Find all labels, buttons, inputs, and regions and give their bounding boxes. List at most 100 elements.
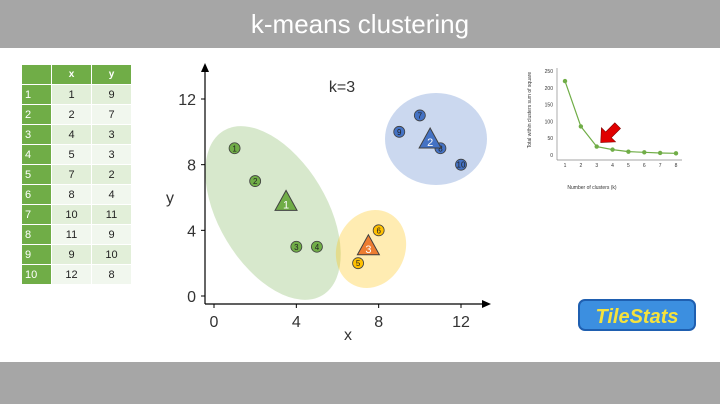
table-header-row: x y: [21, 64, 132, 85]
elbow-y-tick-label: 200: [545, 86, 554, 92]
data-point-label-7: 7: [418, 111, 423, 120]
elbow-line: [564, 80, 677, 154]
scatter-y-axis-label: y: [166, 190, 174, 207]
page-header: k-means clustering: [0, 0, 720, 48]
cluster-ellipses: [205, 93, 487, 300]
data-point-3: [290, 240, 303, 253]
data-point-2: [249, 175, 262, 187]
elbow-y-tick-label: 100: [545, 119, 554, 125]
elbow-point: [578, 124, 584, 129]
elbow-x-tick-label: 3: [595, 163, 598, 169]
elbow-arrow-icon: [600, 122, 621, 143]
row-id: 8: [21, 224, 52, 245]
scatter-points: 1 2 3 4 5 6 7 8 9 10 1 2 3: [228, 109, 467, 270]
cell-x: 11: [51, 224, 92, 245]
data-point-label-4: 4: [315, 243, 320, 252]
page-title: k-means clustering: [250, 9, 470, 39]
cell-y: 4: [91, 184, 132, 205]
cell-y: 9: [91, 224, 132, 245]
data-point-label-9: 9: [397, 128, 402, 137]
y-tick-label: 12: [178, 92, 196, 109]
cluster-2-ellipse: [385, 93, 487, 185]
data-point-label-5: 5: [356, 259, 361, 268]
centroid-2: [418, 127, 442, 149]
cell-y: 9: [91, 84, 132, 105]
cell-y: 11: [91, 204, 132, 225]
row-id: 4: [21, 144, 52, 165]
cell-y: 3: [91, 124, 132, 145]
elbow-point: [610, 147, 615, 152]
cell-y: 2: [91, 164, 132, 185]
y-tick-label: 4: [187, 223, 196, 240]
table-header-x: x: [51, 64, 92, 85]
elbow-x-tick-label: 4: [611, 163, 614, 169]
data-point-6: [372, 224, 385, 237]
data-point-7: [413, 109, 426, 122]
data-point-5: [352, 257, 364, 270]
page-footer: [0, 362, 720, 404]
cell-y: 10: [91, 244, 132, 265]
logo-text: TileStats: [595, 306, 679, 328]
cell-x: 1: [51, 84, 92, 105]
elbow-point: [626, 149, 631, 154]
centroid-label-2: 2: [427, 137, 433, 149]
elbow-point: [673, 151, 679, 156]
cell-y: 8: [91, 264, 132, 285]
elbow-x-tick-label: 2: [579, 163, 582, 169]
elbow-x-tick-label: 5: [627, 163, 630, 169]
data-point-4: [311, 240, 323, 253]
centroid-label-3: 3: [365, 244, 371, 256]
data-point-label-1: 1: [232, 144, 237, 153]
tilestats-logo: TileStats: [578, 299, 696, 331]
elbow-series: [562, 78, 679, 156]
row-id: 7: [21, 204, 52, 225]
centroid-1: [274, 189, 298, 211]
row-id: 10: [21, 264, 52, 285]
row-id: 6: [21, 184, 52, 205]
table-row: 7 10 11: [21, 204, 132, 225]
data-point-label-8: 8: [438, 144, 443, 153]
cell-x: 10: [51, 204, 92, 225]
table-row: 10 12 8: [21, 264, 132, 285]
cell-x: 5: [51, 144, 92, 165]
table-header-index: [21, 64, 52, 85]
x-tick-label: 0: [210, 314, 219, 331]
cell-x: 7: [51, 164, 92, 185]
y-axis-arrow: [201, 63, 209, 72]
cell-x: 4: [51, 124, 92, 145]
data-point-8: [434, 142, 447, 155]
x-tick-label: 8: [374, 314, 383, 331]
elbow-point: [594, 144, 599, 149]
cell-x: 9: [51, 244, 92, 265]
elbow-point: [657, 150, 663, 156]
cell-y: 7: [91, 104, 132, 125]
cluster-1-ellipse: [205, 126, 341, 300]
data-point-label-2: 2: [253, 177, 258, 186]
elbow-x-tick-label: 7: [659, 163, 662, 169]
elbow-y-axis-label: Total within clusters sum of square: [527, 72, 533, 149]
elbow-point: [642, 150, 647, 155]
elbow-point: [562, 78, 568, 84]
x-tick-label: 4: [292, 314, 301, 331]
centroid-label-1: 1: [283, 199, 289, 211]
elbow-y-tick-label: 0: [550, 153, 553, 159]
cluster-3-ellipse: [335, 210, 407, 288]
elbow-y-tick-label: 50: [547, 136, 553, 142]
elbow-x-tick-label: 6: [643, 163, 646, 169]
elbow-axes: 0 50 100 150 200 250 1 2 3 4 5 6 7 8: [545, 68, 682, 169]
elbow-x-axis-label: Number of clusters (k): [567, 185, 617, 191]
elbow-y-tick-label: 250: [545, 69, 554, 75]
centroid-3: [356, 233, 381, 256]
cell-y: 3: [91, 144, 132, 165]
data-point-10: [455, 158, 467, 171]
cell-x: 2: [51, 104, 92, 125]
data-point-label-3: 3: [294, 243, 299, 252]
y-tick-label: 0: [187, 289, 196, 306]
row-id: 2: [21, 104, 52, 125]
